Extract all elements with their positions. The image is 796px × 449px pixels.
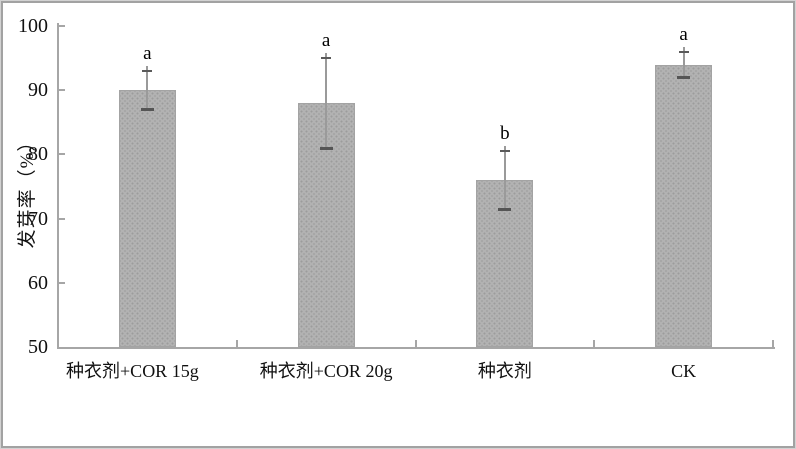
y-tick-label: 50	[28, 336, 48, 358]
x-category-label: 种衣剂+COR 15g	[66, 361, 199, 381]
y-tick-mark	[59, 25, 65, 27]
significance-letter: a	[321, 30, 331, 52]
bar	[118, 90, 176, 347]
y-tick-label: 80	[28, 143, 48, 166]
error-bar-top-cap	[142, 69, 153, 72]
error-bar-bottom-cap	[677, 76, 691, 80]
error-bar-line	[146, 65, 149, 111]
y-tick-label: 70	[28, 207, 48, 230]
error-bar-top-cap	[499, 150, 510, 153]
y-tick-mark	[59, 217, 65, 220]
error-bar-top-cap	[678, 50, 689, 53]
bar	[297, 103, 355, 347]
error-bar-line	[503, 146, 506, 210]
y-tick-mark	[59, 281, 65, 284]
error-bar-top-cap	[321, 57, 332, 60]
x-tick-mark	[593, 340, 596, 347]
x-tick-mark	[772, 340, 774, 347]
error-bar-bottom-cap	[319, 146, 333, 150]
y-tick-label: 60	[28, 271, 48, 294]
x-category-label: 种衣剂	[477, 361, 532, 381]
bar	[655, 64, 713, 347]
x-axis-line	[57, 347, 775, 349]
x-tick-mark	[235, 340, 238, 347]
y-tick-mark	[59, 153, 65, 156]
significance-letter: b	[500, 123, 510, 145]
x-category-label: CK	[671, 361, 697, 381]
significance-letter: a	[679, 23, 688, 45]
significance-letter: a	[143, 42, 152, 64]
y-tick-label: 90	[28, 79, 48, 102]
error-bar-line	[325, 53, 328, 149]
y-tick-mark	[59, 89, 65, 92]
error-bar-bottom-cap	[498, 207, 512, 211]
x-category-label: 种衣剂+COR 20g	[259, 361, 393, 381]
y-axis-line	[57, 23, 59, 349]
error-bar-bottom-cap	[140, 108, 154, 112]
y-tick-label: 100	[18, 15, 48, 37]
x-tick-mark	[414, 340, 417, 347]
error-bar-line	[682, 46, 685, 79]
